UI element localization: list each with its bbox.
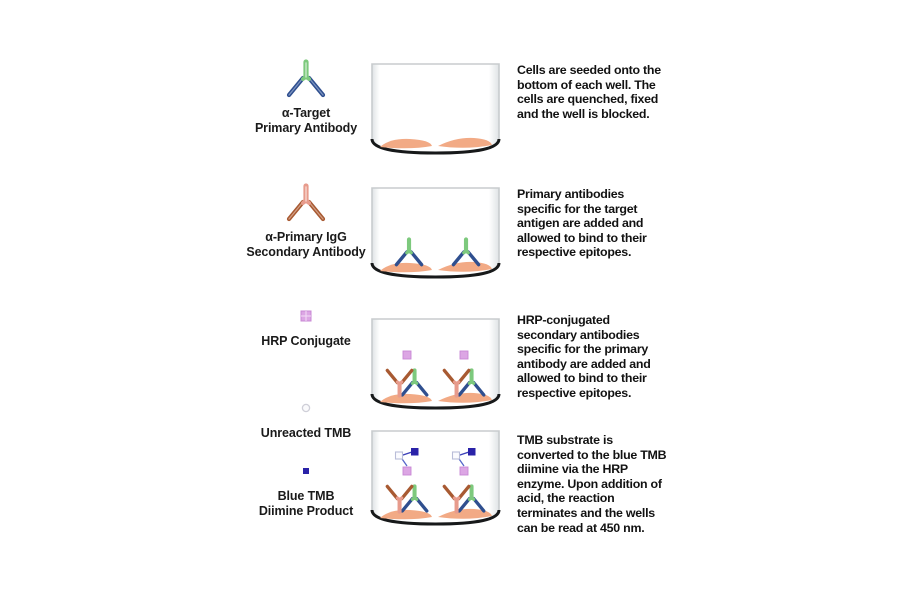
cell-monolayer [380,137,492,149]
well-step-4 [370,428,501,533]
blue-tmb-square-icon-svg [303,468,309,474]
step-caption: Cells are seeded onto the bottom of each… [517,63,661,121]
unreacted-tmb-icon [394,451,404,460]
step-caption: TMB substrate is converted to the blue T… [517,433,667,535]
well-step-2 [370,185,501,285]
well-svg [370,430,501,526]
hrp-square-icon [402,466,412,476]
assay-step-3: HRP Conjugate Unreacted TMB [0,303,900,440]
secondary-antibody [442,484,471,514]
well-floor [370,393,501,410]
blue-tmb-square-icon [468,448,476,456]
assay-step-2: α-Primary IgG Secondary Antibody [0,179,900,294]
well-step-1 [370,61,501,161]
antibody-complex [442,448,486,514]
well-step-3 [370,316,501,416]
blue-tmb-square-icon [232,458,380,484]
secondary-antibody [385,368,414,398]
hrp-square-icon [232,303,380,329]
step-caption: HRP-conjugated secondary antibodies spec… [517,313,651,400]
antibody-y-icon-svg [286,183,326,222]
well-floor [370,138,501,155]
blue-tmb-square-icon [411,448,419,456]
secondary-antibody [442,368,471,398]
tmb-circle-icon [232,395,380,421]
tmb-circle-icon-svg [301,403,311,412]
cell-monolayer [380,508,492,520]
unreacted-tmb-icon [451,451,461,460]
assay-step-4: Blue TMB Diimine Product [0,428,900,548]
antibody-y-icon [232,179,380,225]
legend-label-2: Unreacted TMB [260,425,352,440]
well-svg [370,63,501,155]
antibody-y-icon [232,55,380,101]
assay-step-1: α-Target Primary Antibody [0,55,900,170]
legend-primary-antibody: α-Target Primary Antibody [232,55,380,135]
cell-monolayer [380,392,492,404]
antibody-complex [442,350,486,398]
legend-label: α-Target Primary Antibody [254,106,358,135]
well-floor [370,509,501,526]
hrp-square-icon [459,350,469,360]
well-svg [370,187,501,279]
secondary-antibody [385,484,414,514]
legend-blue-tmb: Blue TMB Diimine Product [232,458,380,518]
legend-label: HRP Conjugate [261,334,351,348]
well-svg [370,318,501,410]
tmb-conversion [451,448,476,467]
legend-secondary-antibody: α-Primary IgG Secondary Antibody [232,179,380,259]
well-floor [370,262,501,279]
primary-antibody-bound [394,237,481,267]
tmb-conversion [394,448,419,467]
legend-hrp-conjugate: HRP Conjugate Unreacted TMB [232,303,380,440]
legend-label: Blue TMB Diimine Product [258,489,354,518]
step-caption: Primary antibodies specific for the targ… [517,187,647,260]
antibody-complex [385,448,429,514]
hrp-square-icon [459,466,469,476]
hrp-square-icon-svg [300,310,312,322]
antibody-complex [385,350,429,398]
hrp-square-icon [402,350,412,360]
antibody-y-icon-svg [286,59,326,98]
legend-label: α-Primary IgG Secondary Antibody [246,230,366,259]
